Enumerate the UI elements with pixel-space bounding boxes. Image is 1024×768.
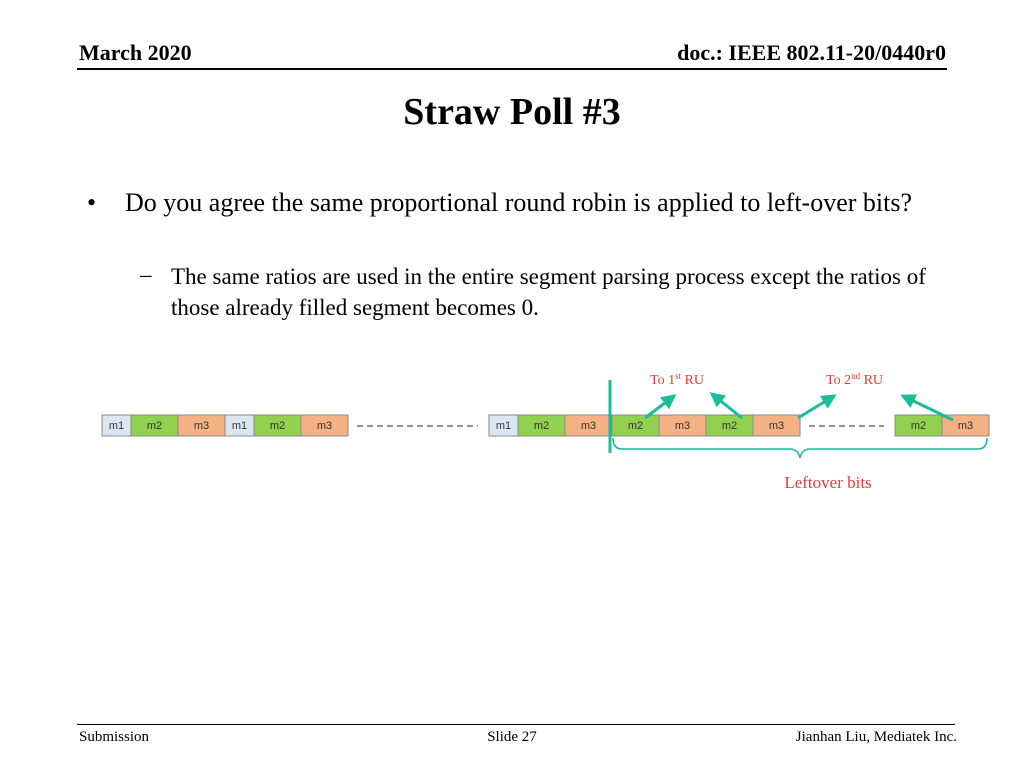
segment-label: m2 <box>270 420 285 432</box>
footer-author: Jianhan Liu, Mediatek Inc. <box>795 729 957 745</box>
footer-submission: Submission <box>79 729 150 745</box>
segment-label: m3 <box>581 420 596 432</box>
segment-label: m1 <box>232 420 247 432</box>
segment-label: m2 <box>628 420 643 432</box>
segment-label: m3 <box>769 420 784 432</box>
segment-label: m2 <box>722 420 737 432</box>
segment-block <box>941 414 990 437</box>
segment-row-c: m2 m3 <box>894 414 990 437</box>
segment-label: m2 <box>911 420 926 432</box>
bullet-dot: • <box>87 188 97 217</box>
footer-divider <box>77 724 955 725</box>
header-doc-id: doc.: IEEE 802.11-20/0440r0 <box>677 40 946 65</box>
segment-label: m3 <box>958 420 973 432</box>
segment-row-b: m1 m2 m3 m2 m3 m2 m3 <box>488 414 801 437</box>
arrow-to-second-ru <box>797 394 837 420</box>
slide-title: Straw Poll #3 <box>403 91 621 133</box>
header-date: March 2020 <box>79 40 192 65</box>
leftover-bits-label: Leftover bits <box>784 473 871 492</box>
arrow-to-first-ru <box>644 394 677 420</box>
sub-bullet-dash: – <box>140 262 152 287</box>
arrow-to-second-ru <box>900 394 954 422</box>
segment-parsing-diagram: m1 m2 m3 m1 m2 m3 m1 m2 m3 m2 m3 m2 m3 m… <box>101 371 990 492</box>
to-second-ru-label: To 2nd RU <box>826 371 883 388</box>
segment-label: m3 <box>194 420 209 432</box>
segment-label: m2 <box>147 420 162 432</box>
to-first-ru-label: To 1st RU <box>650 371 704 388</box>
bullet-sub-text: The same ratios are used in the entire s… <box>171 264 926 320</box>
arrow-to-first-ru <box>709 392 743 420</box>
segment-block <box>300 414 349 437</box>
segment-label: m3 <box>675 420 690 432</box>
footer-slide-number: Slide 27 <box>487 729 537 745</box>
segment-block <box>752 414 801 437</box>
segment-label: m1 <box>109 420 124 432</box>
bullet-main-text: Do you agree the same proportional round… <box>125 188 913 217</box>
leftover-brace <box>612 437 988 459</box>
header-divider <box>77 68 947 70</box>
segment-label: m3 <box>317 420 332 432</box>
segment-row-a: m1 m2 m3 m1 m2 m3 <box>101 414 349 437</box>
segment-label: m2 <box>534 420 549 432</box>
segment-label: m1 <box>496 420 511 432</box>
